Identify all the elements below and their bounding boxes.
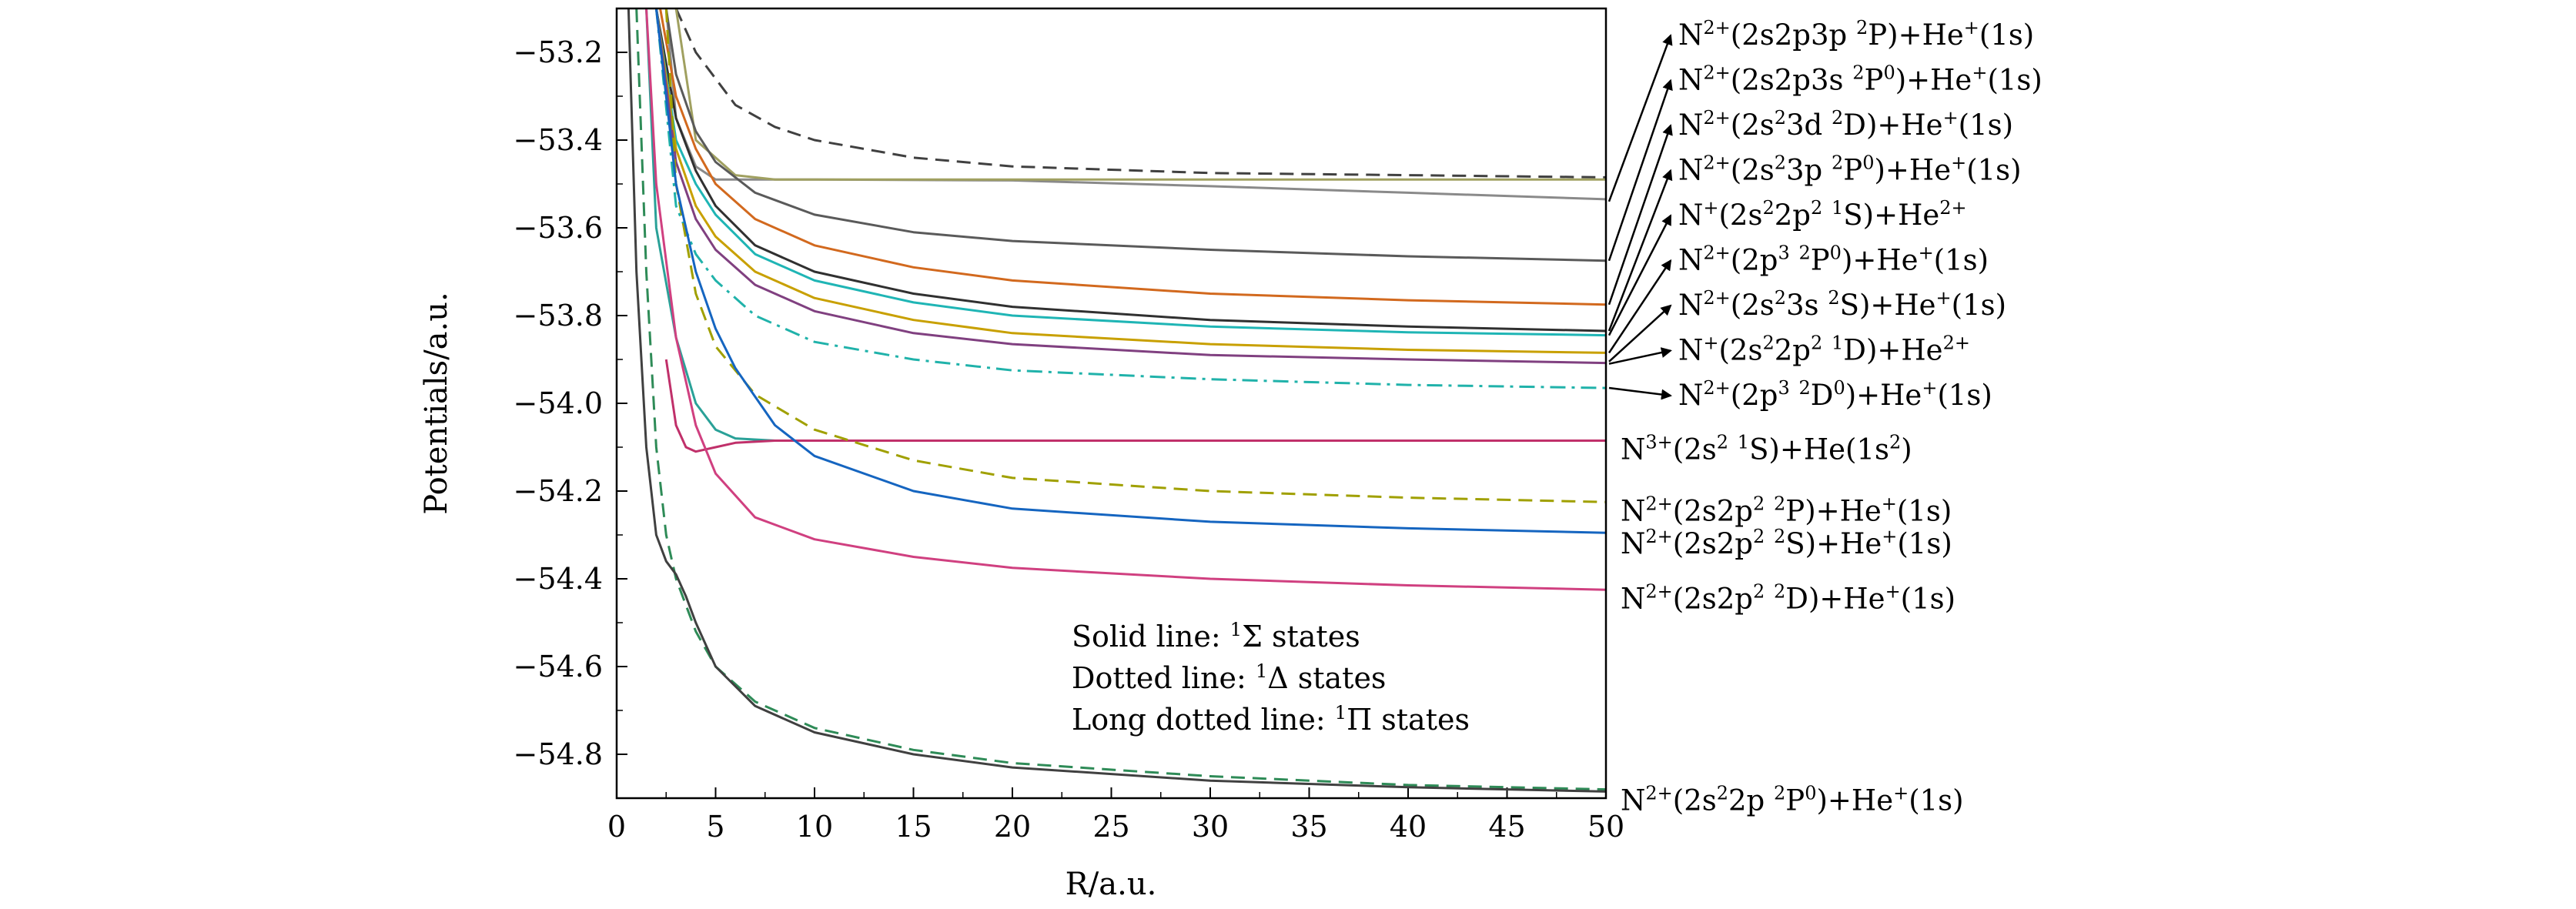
y-tick-label: −54.2 [514, 474, 603, 508]
state-label: N2+(2s22p 2P0)+He+(1s) [1621, 782, 1964, 817]
label-arrow [1607, 214, 1672, 336]
state-label: N2+(2s2p2 2D)+He+(1s) [1621, 580, 1955, 615]
y-axis-title: Potentials/a.u. [419, 292, 454, 514]
series-line-7 [654, 8, 1606, 354]
label-arrow [1608, 347, 1672, 365]
x-tick-labels: 0 5 10 15 20 25 30 35 40 45 50 [607, 810, 1624, 844]
state-label-arrowed: N2+(2s2p3s 2P0)+He+(1s) [1678, 62, 2042, 97]
x-tick-label: 35 [1290, 810, 1327, 844]
series-line-12 [664, 8, 1606, 503]
label-arrow [1608, 304, 1672, 363]
state-label-arrowed: N2+(2s23d 2D)+He+(1s) [1678, 107, 2013, 142]
series-line-11 [664, 359, 1606, 453]
series-line-5 [654, 8, 1606, 333]
y-tick-label: −53.4 [514, 123, 603, 157]
y-tick-label: −54.4 [514, 562, 603, 596]
curves-layer [627, 8, 1606, 793]
x-tick-label: 50 [1587, 810, 1624, 844]
legend-note: Dotted line: 1Δ states [1072, 660, 1386, 695]
series-line-4 [659, 8, 1606, 306]
x-tick-label: 45 [1488, 810, 1525, 844]
state-label-arrowed: N2+(2s2p3p 2P)+He+(1s) [1678, 17, 2034, 52]
label-arrow [1607, 79, 1673, 262]
y-tick-label: −53.2 [514, 35, 603, 69]
y-tick-labels: −54.8 −54.6 −54.4 −54.2 −54.0 −53.8 −53.6 −53.4… [514, 35, 603, 771]
legend-note: Solid line: 1Σ states [1072, 619, 1360, 653]
state-label-arrowed: N+(2s22p2 1S)+He2+ [1678, 197, 1967, 232]
plot-frame [615, 7, 1607, 800]
state-label-arrowed: N2+(2p3 2D0)+He+(1s) [1678, 377, 1992, 412]
x-tick-label: 30 [1192, 810, 1229, 844]
y-tick-label: −54.8 [514, 737, 603, 771]
x-tick-label: 25 [1092, 810, 1129, 844]
y-tick-label: −54.0 [514, 386, 603, 420]
label-arrow [1607, 34, 1673, 202]
series-line-15 [635, 8, 1606, 791]
state-label-arrowed: N2+(2s23s 2S)+He+(1s) [1678, 287, 2006, 322]
series-line-0 [674, 8, 1606, 179]
x-tick-label: 10 [796, 810, 833, 844]
series-line-3 [664, 8, 1606, 262]
label-arrow [1607, 124, 1673, 306]
series-line-16 [627, 8, 1606, 793]
series-line-13 [654, 8, 1606, 534]
state-labels: N2+(2s2p3p 2P)+He+(1s) N2+(2s2p3s 2P0)+He… [1607, 17, 2042, 817]
state-label-arrowed: N+(2s22p2 1D)+He2+ [1678, 333, 1970, 367]
legend-note: Long dotted line: 1Π states [1072, 702, 1470, 737]
series-line-6 [654, 8, 1606, 337]
x-axis-title: R/a.u. [1066, 867, 1157, 902]
label-arrow [1607, 169, 1673, 332]
state-label: N3+(2s2 1S)+He(1s2) [1621, 431, 1912, 466]
y-tick-label: −54.6 [514, 650, 603, 683]
x-tick-label: 15 [895, 810, 932, 844]
x-tick-label: 20 [994, 810, 1031, 844]
series-line-9 [654, 8, 1606, 389]
y-tick-label: −53.6 [514, 211, 603, 245]
line-style-legend: Solid line: 1Σ states Dotted line: 1Δ sta… [1072, 619, 1470, 737]
axis-ticks [616, 8, 1607, 799]
x-tick-label: 0 [607, 810, 626, 844]
label-arrow [1608, 386, 1672, 400]
x-tick-label: 5 [706, 810, 724, 844]
series-line-2 [674, 8, 1606, 181]
state-label-arrowed: N2+(2s23p 2P0)+He+(1s) [1678, 152, 2022, 187]
x-tick-label: 40 [1390, 810, 1427, 844]
state-label: N2+(2s2p2 2P)+He+(1s) [1621, 493, 1952, 527]
state-label: N2+(2s2p2 2S)+He+(1s) [1621, 526, 1952, 560]
series-line-8 [654, 8, 1606, 365]
label-arrow [1607, 259, 1672, 354]
y-tick-label: −53.8 [514, 299, 603, 333]
state-label-arrowed: N2+(2p3 2P0)+He+(1s) [1678, 242, 1989, 277]
series-line-14 [645, 8, 1606, 591]
